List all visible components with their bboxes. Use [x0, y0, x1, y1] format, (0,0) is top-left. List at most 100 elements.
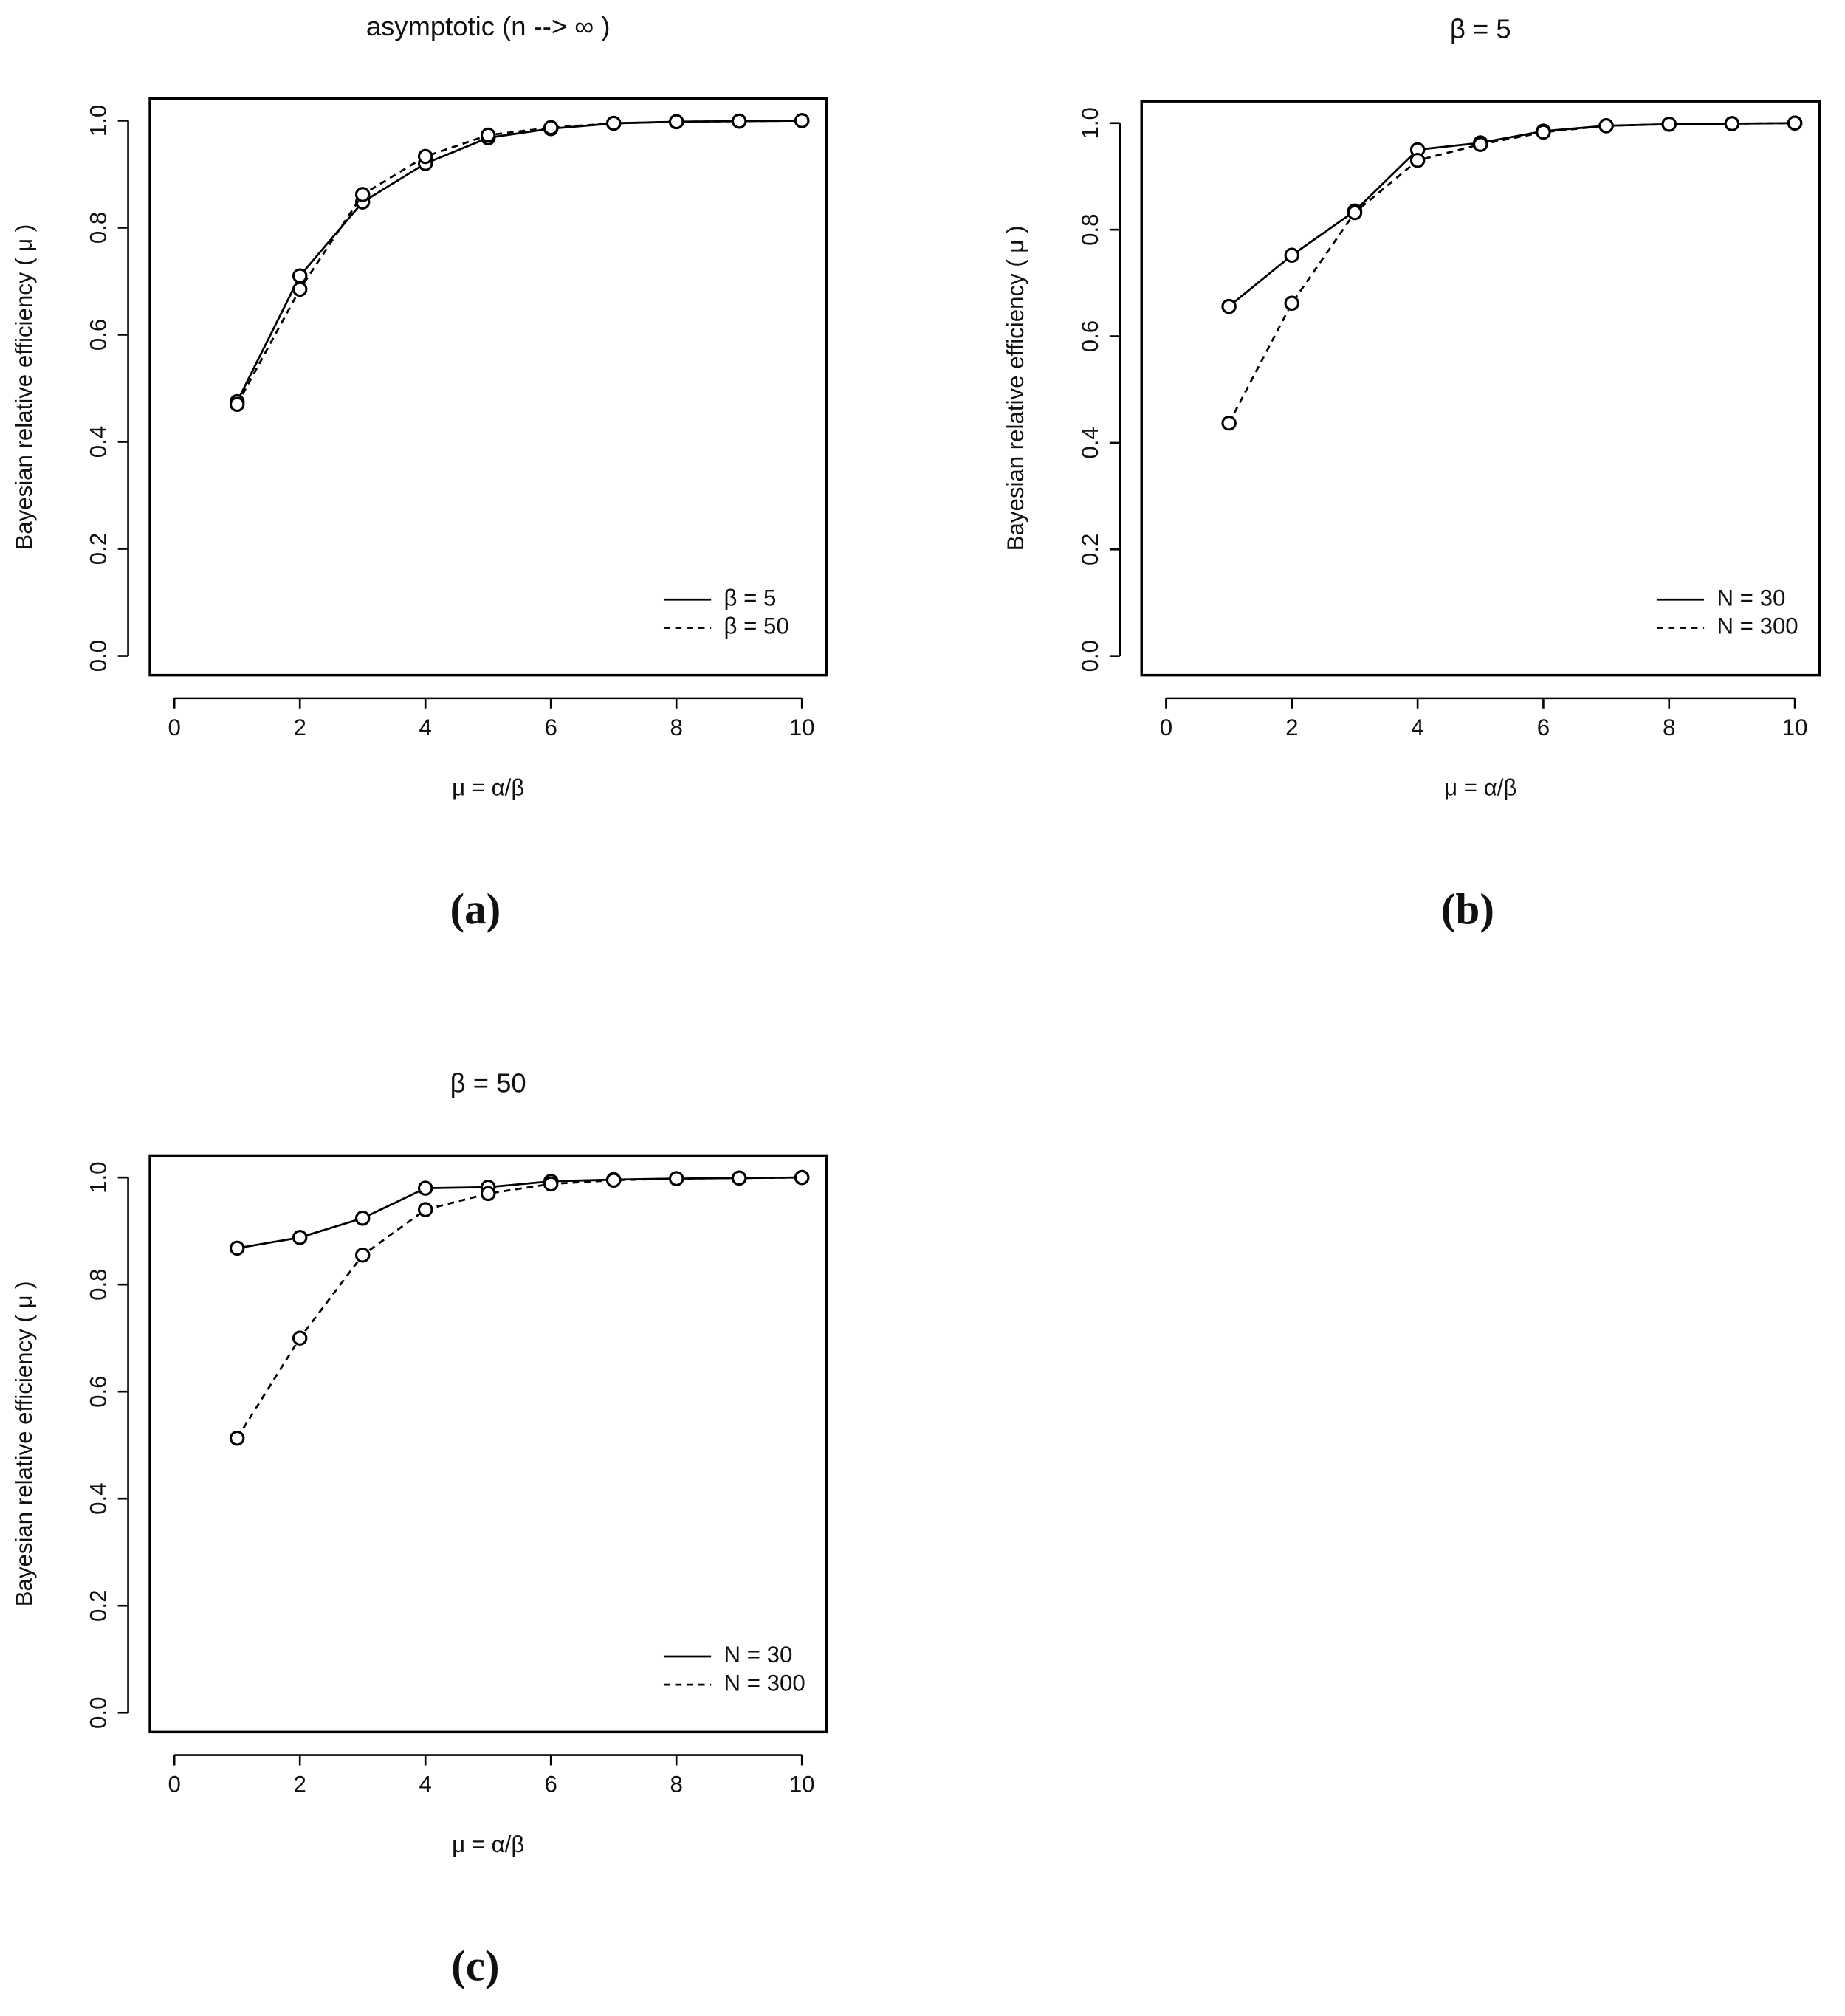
data-point — [292, 1230, 308, 1245]
data-point — [292, 281, 308, 297]
data-point — [794, 1169, 810, 1186]
x-tick-label: 6 — [1537, 715, 1550, 740]
y-tick-label: 0.6 — [86, 1375, 111, 1407]
panel-label: (b) — [1441, 884, 1494, 933]
data-point — [1724, 116, 1740, 131]
series-line — [236, 120, 803, 405]
series-line — [1228, 122, 1796, 308]
data-point — [668, 1171, 684, 1186]
x-tick-label: 2 — [294, 715, 306, 740]
x-tick-label: 8 — [670, 715, 683, 740]
x-tick-label: 0 — [1160, 715, 1172, 740]
y-tick-label: 0.2 — [1077, 534, 1103, 565]
plot-frame — [1140, 100, 1821, 677]
y-tick-label: 0.2 — [86, 1590, 111, 1622]
y-tick-label: 0.0 — [86, 1697, 111, 1729]
panel-label: (c) — [451, 1941, 499, 1990]
x-tick-label: 8 — [1663, 715, 1675, 740]
series-line — [236, 1176, 803, 1439]
x-axis-label: μ = α/β — [1444, 774, 1516, 800]
data-point — [1409, 153, 1426, 168]
y-tick-label: 1.0 — [86, 1161, 111, 1193]
data-point — [731, 1170, 747, 1186]
data-point — [354, 187, 371, 202]
data-point — [1536, 124, 1551, 140]
y-tick-label: 0.6 — [86, 319, 111, 351]
x-tick-label: 10 — [789, 715, 815, 740]
y-tick-label: 1.0 — [86, 105, 111, 137]
y-tick-label: 0.8 — [1077, 213, 1103, 245]
y-tick-label: 0.4 — [86, 1483, 111, 1515]
data-point — [1598, 118, 1614, 134]
data-point — [1284, 295, 1300, 312]
data-point — [480, 1186, 496, 1202]
chart-title: β = 5 — [1450, 13, 1511, 44]
data-point — [480, 127, 496, 143]
legend-label: N = 300 — [724, 1670, 805, 1696]
x-tick-label: 2 — [294, 1771, 306, 1797]
legend-label: N = 30 — [724, 1642, 793, 1668]
data-point — [794, 113, 810, 128]
legend-label: β = 5 — [724, 585, 777, 610]
data-point — [229, 396, 245, 412]
data-point — [229, 1240, 245, 1256]
chart-title: β = 50 — [450, 1068, 526, 1098]
y-tick-label: 0.6 — [1077, 320, 1103, 352]
data-point — [731, 113, 747, 129]
y-axis-label: Bayesian relative efficiency ( μ ) — [11, 1281, 37, 1606]
data-point — [605, 115, 622, 131]
legend-label: N = 300 — [1717, 613, 1798, 639]
x-tick-label: 0 — [168, 715, 181, 740]
data-point — [1661, 116, 1677, 132]
y-tick-label: 0.0 — [1077, 640, 1103, 672]
y-tick-label: 0.8 — [86, 212, 111, 244]
y-tick-label: 0.8 — [86, 1268, 111, 1300]
data-point — [1787, 115, 1803, 131]
x-tick-label: 4 — [1411, 715, 1423, 740]
data-point — [1221, 415, 1237, 431]
y-tick-label: 0.4 — [86, 426, 111, 458]
y-tick-label: 0.0 — [86, 640, 111, 672]
data-point — [229, 1431, 245, 1446]
x-tick-label: 4 — [419, 1771, 432, 1797]
x-tick-label: 10 — [789, 1771, 815, 1797]
data-point — [1473, 137, 1488, 152]
data-point — [417, 1202, 433, 1217]
data-point — [1284, 247, 1300, 264]
x-tick-label: 2 — [1285, 715, 1298, 740]
data-point — [605, 1172, 622, 1188]
x-tick-label: 0 — [168, 1771, 181, 1797]
y-tick-label: 0.4 — [1077, 427, 1103, 458]
data-point — [354, 1248, 371, 1263]
x-axis-label: μ = α/β — [452, 774, 524, 800]
x-tick-label: 6 — [545, 715, 557, 740]
data-point — [543, 120, 559, 136]
y-axis-label: Bayesian relative efficiency ( μ ) — [11, 224, 37, 550]
panel-label: (a) — [450, 884, 501, 933]
plot-frame — [148, 97, 828, 677]
data-point — [417, 1180, 433, 1196]
data-point — [543, 1176, 559, 1192]
data-point — [417, 148, 433, 165]
series-line — [236, 1176, 803, 1250]
chart-title: asymptotic (n --> ∞ ) — [366, 11, 611, 41]
series-line — [236, 120, 803, 402]
data-point — [1221, 298, 1237, 314]
x-tick-label: 4 — [419, 715, 432, 740]
y-tick-label: 1.0 — [1077, 107, 1103, 139]
data-point — [354, 1211, 371, 1226]
x-axis-label: μ = α/β — [452, 1831, 524, 1857]
series-line — [1228, 122, 1796, 424]
x-tick-label: 6 — [545, 1771, 557, 1797]
data-point — [668, 114, 684, 130]
y-axis-label: Bayesian relative efficiency ( μ ) — [1003, 226, 1028, 551]
legend-label: N = 30 — [1717, 585, 1785, 610]
data-point — [1347, 204, 1363, 221]
x-tick-label: 8 — [670, 1771, 683, 1797]
data-point — [292, 1330, 308, 1346]
plot-frame — [148, 1154, 828, 1734]
x-tick-label: 10 — [1782, 715, 1808, 740]
y-tick-label: 0.2 — [86, 533, 111, 565]
legend-label: β = 50 — [724, 613, 789, 639]
